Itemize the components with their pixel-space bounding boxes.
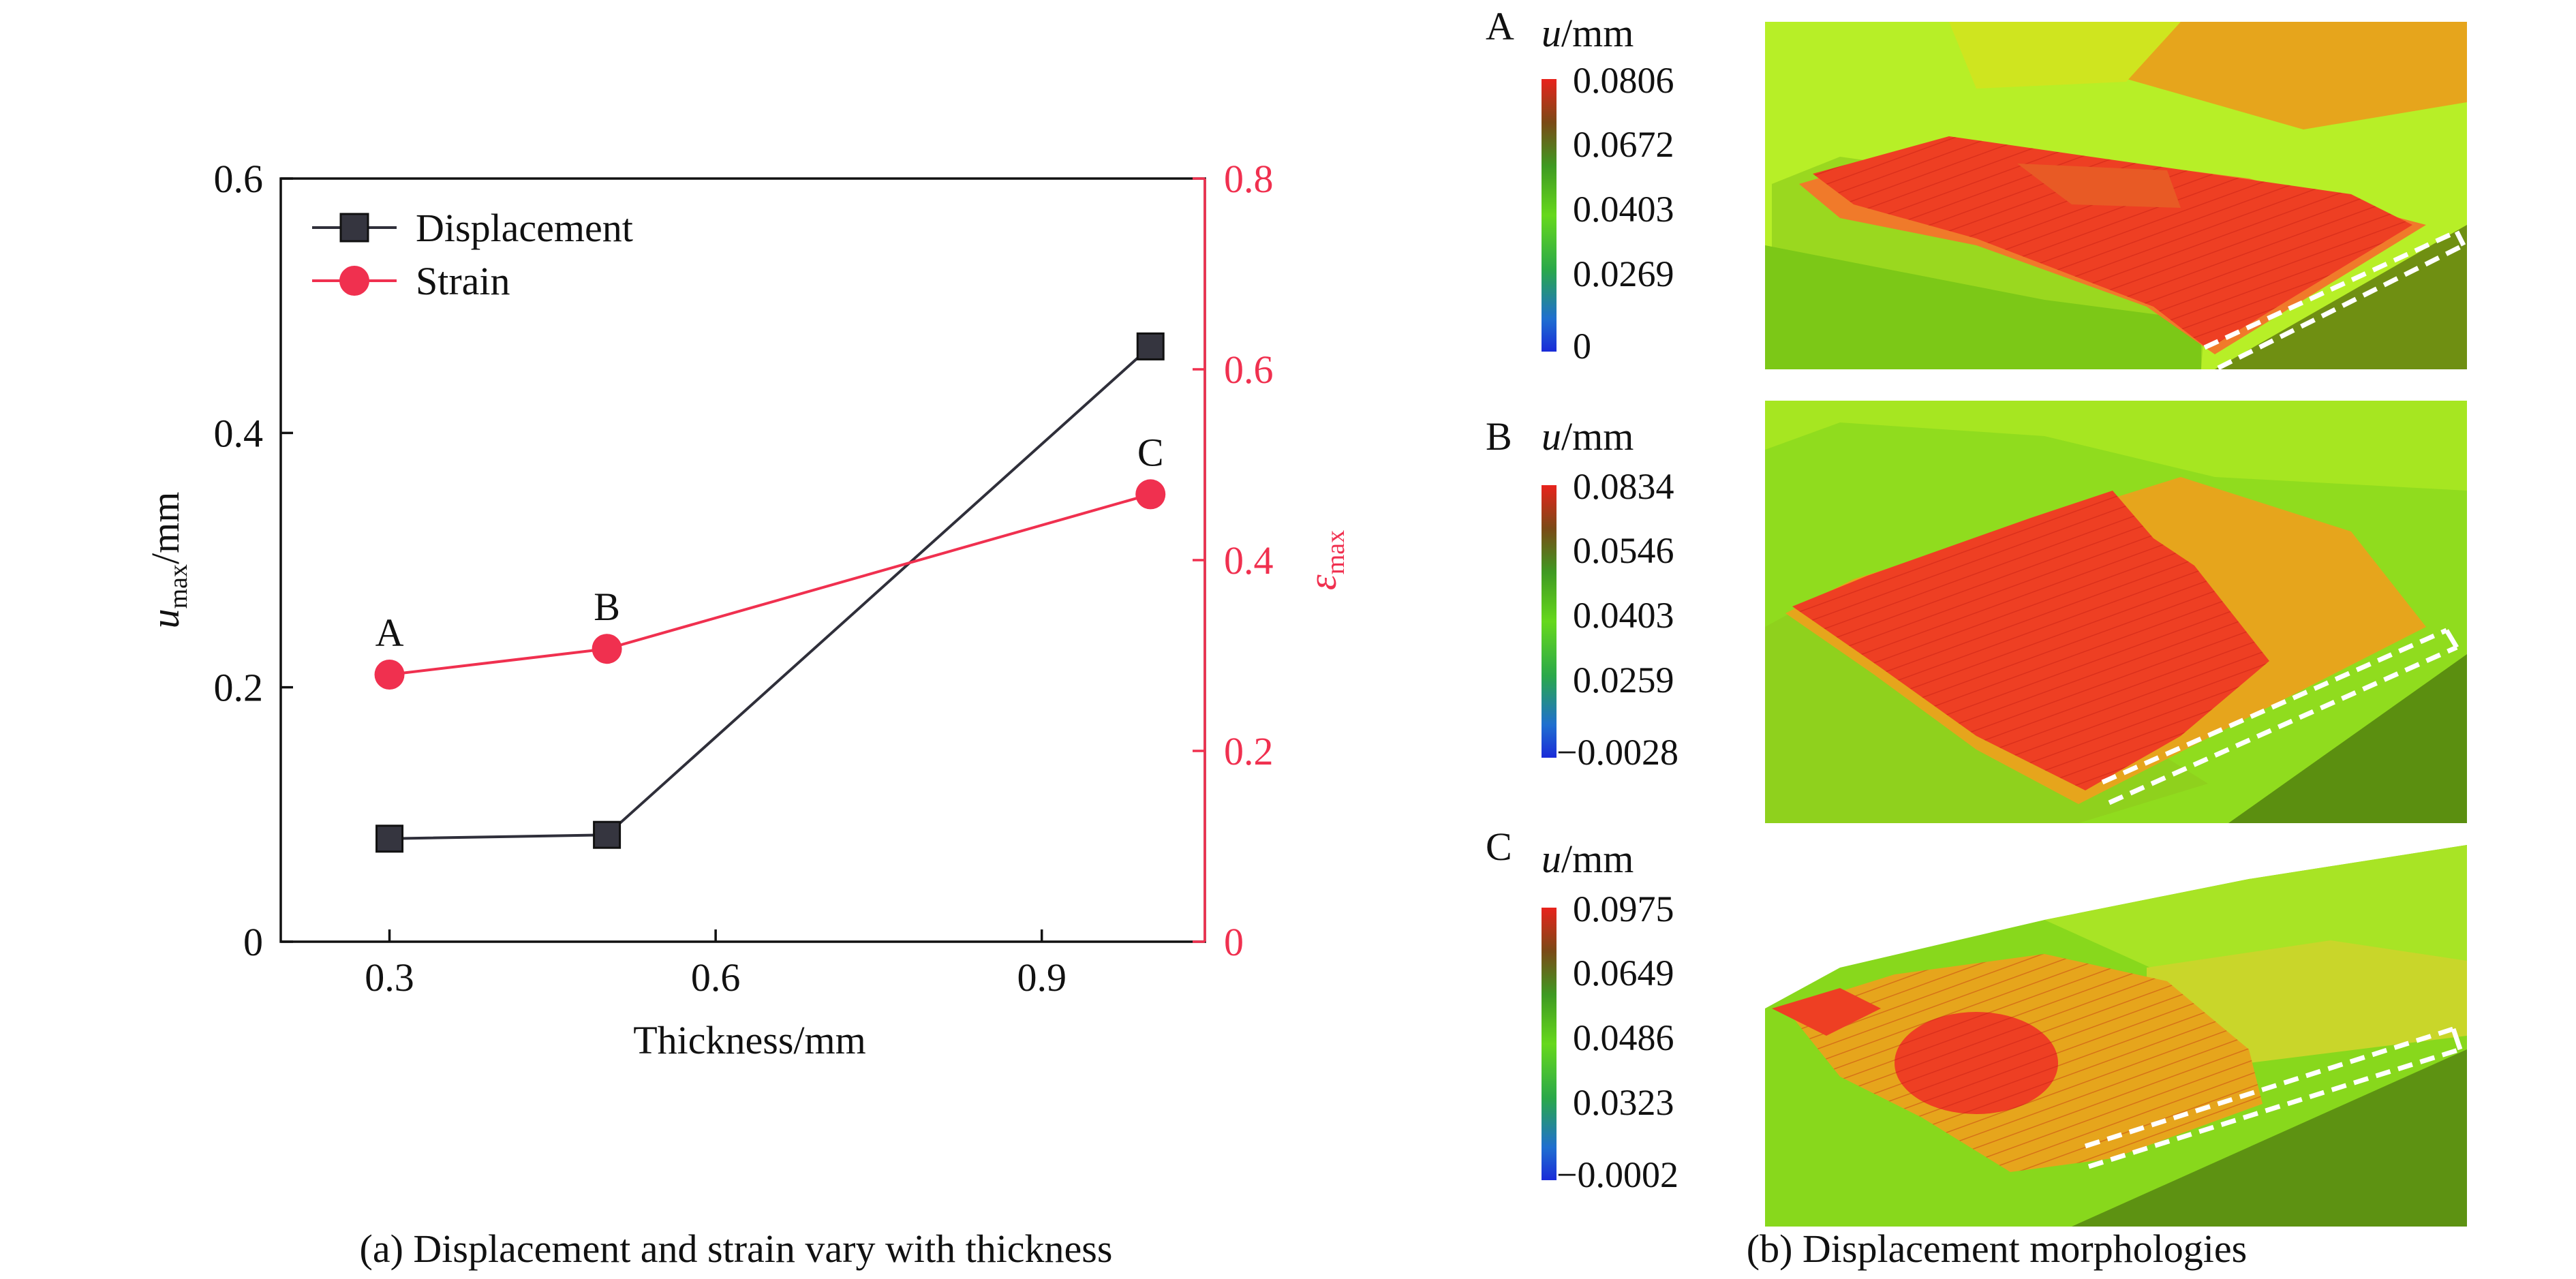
colorbar-b <box>1542 485 1557 758</box>
colorbar-a-tick-4: 0 <box>1573 326 1591 367</box>
displacement-point <box>375 825 404 853</box>
svg-text:εmax: εmax <box>1300 530 1350 590</box>
colorbar-c <box>1542 908 1557 1180</box>
right-y-tick-label: 0.4 <box>1224 538 1274 583</box>
left-y-axis-title-base: u <box>143 608 187 628</box>
right-y-tick-label: 0.2 <box>1224 729 1274 773</box>
panel-label-b: B <box>1486 414 1512 459</box>
unit-label-b: u/mm <box>1542 414 1634 459</box>
displacement-series-line <box>389 345 1152 840</box>
colorbar-a-tick-3: 0.0269 <box>1573 253 1674 294</box>
right-y-axis-title-sub: max <box>1321 530 1350 574</box>
unit-label-a: u/mm <box>1542 11 1634 55</box>
colorbar-b-tick-4: −0.0028 <box>1557 732 1678 773</box>
legend-label-strain: Strain <box>416 259 510 303</box>
displacement-point <box>593 820 622 849</box>
x-axis-ticks: 0.3 0.6 0.9 <box>365 929 1067 1000</box>
colorbar-b-tick-3: 0.0259 <box>1573 660 1674 700</box>
morphology-panel-c: C u/mm 0.0975 0.0649 0.0486 0.0323 −0.00… <box>1486 825 2467 1227</box>
colorbar-a-tick-0: 0.0806 <box>1573 60 1674 101</box>
colorbar-c-tick-2: 0.0486 <box>1573 1017 1674 1058</box>
point-labels: A B C <box>375 430 1164 655</box>
colorbar-c-tick-3: 0.0323 <box>1573 1082 1674 1123</box>
displacement-map-a <box>1765 22 2467 371</box>
left-y-tick-label: 0 <box>243 920 263 964</box>
caption-a: (a) Displacement and strain vary with th… <box>360 1227 1113 1271</box>
colorbar-b-tick-1: 0.0546 <box>1573 530 1674 571</box>
svg-text:umax/mm: umax/mm <box>143 492 193 629</box>
right-y-tick-label: 0.8 <box>1224 157 1274 201</box>
line-chart: 0.3 0.6 0.9 0 0.2 0.4 0.6 0 0.2 0.4 0.6 0.8 A B C T… <box>143 157 1350 1062</box>
colorbar-c-tick-4: −0.0002 <box>1557 1154 1678 1195</box>
colorbar-ticks-a: 0.0806 0.0672 0.0403 0.0269 0 <box>1573 60 1674 367</box>
colorbar-c-tick-0: 0.0975 <box>1573 889 1674 929</box>
colorbar-a-tick-2: 0.0403 <box>1573 189 1674 230</box>
colorbar-a-tick-1: 0.0672 <box>1573 124 1674 165</box>
left-y-tick-label: 0.2 <box>214 666 264 710</box>
x-axis-title: Thickness/mm <box>633 1018 866 1062</box>
legend-item-strain: Strain <box>312 259 510 303</box>
unit-label-c: u/mm <box>1542 837 1634 881</box>
right-y-tick-label: 0 <box>1224 920 1244 964</box>
legend-square-marker <box>339 213 369 243</box>
strain-series-line <box>389 493 1151 676</box>
legend-label-displacement: Displacement <box>416 206 633 250</box>
x-tick-label: 0.6 <box>691 955 741 1000</box>
displacement-point <box>1136 332 1165 360</box>
strain-point <box>1135 479 1166 510</box>
left-y-axis-title-sub: max <box>164 564 193 608</box>
caption-b: (b) Displacement morphologies <box>1747 1227 2248 1271</box>
left-y-axis-ticks: 0 0.2 0.4 0.6 <box>214 157 293 964</box>
left-y-axis-title: umax/mm <box>143 492 193 629</box>
colorbar-a <box>1542 79 1557 352</box>
strain-point <box>592 634 622 664</box>
colorbar-b-tick-2: 0.0403 <box>1573 595 1674 636</box>
colorbar-ticks-b: 0.0834 0.0546 0.0403 0.0259 −0.0028 <box>1557 466 1678 773</box>
morphology-panel-a: A u/mm 0.0806 0.0672 0.0403 0.0269 0 <box>1486 4 2467 371</box>
right-y-axis-title: εmax <box>1300 530 1350 590</box>
left-y-tick-label: 0.4 <box>214 411 264 455</box>
colorbar-ticks-c: 0.0975 0.0649 0.0486 0.0323 −0.0002 <box>1557 889 1678 1195</box>
legend-circle-marker <box>339 266 369 296</box>
colorbar-b-tick-0: 0.0834 <box>1573 466 1674 507</box>
colorbar-c-tick-1: 0.0649 <box>1573 953 1674 993</box>
x-tick-label: 0.3 <box>365 955 414 1000</box>
displacement-morphologies: A u/mm 0.0806 0.0672 0.0403 0.0269 0 <box>1486 4 2467 1227</box>
panel-label-c: C <box>1486 825 1512 869</box>
right-y-tick-label: 0.6 <box>1224 348 1274 392</box>
legend: Displacement Strain <box>312 206 633 303</box>
point-label: A <box>375 611 404 655</box>
right-y-axis-title-base: ε <box>1300 574 1345 590</box>
series-layer <box>374 332 1166 853</box>
point-label: B <box>594 585 620 629</box>
left-y-tick-label: 0.6 <box>214 157 264 201</box>
left-y-axis-title-unit: /mm <box>143 492 187 564</box>
x-tick-label: 0.9 <box>1017 955 1067 1000</box>
point-label: C <box>1137 430 1164 474</box>
displacement-map-c <box>1765 845 2467 1227</box>
right-y-axis-ticks: 0 0.2 0.4 0.6 0.8 <box>1193 157 1274 964</box>
strain-point <box>374 660 405 690</box>
panel-label-a: A <box>1486 4 1514 48</box>
displacement-map-b <box>1765 401 2467 823</box>
morphology-panel-b: B u/mm 0.0834 0.0546 0.0403 0.0259 −0.00… <box>1486 401 2467 823</box>
legend-item-displacement: Displacement <box>312 206 633 250</box>
